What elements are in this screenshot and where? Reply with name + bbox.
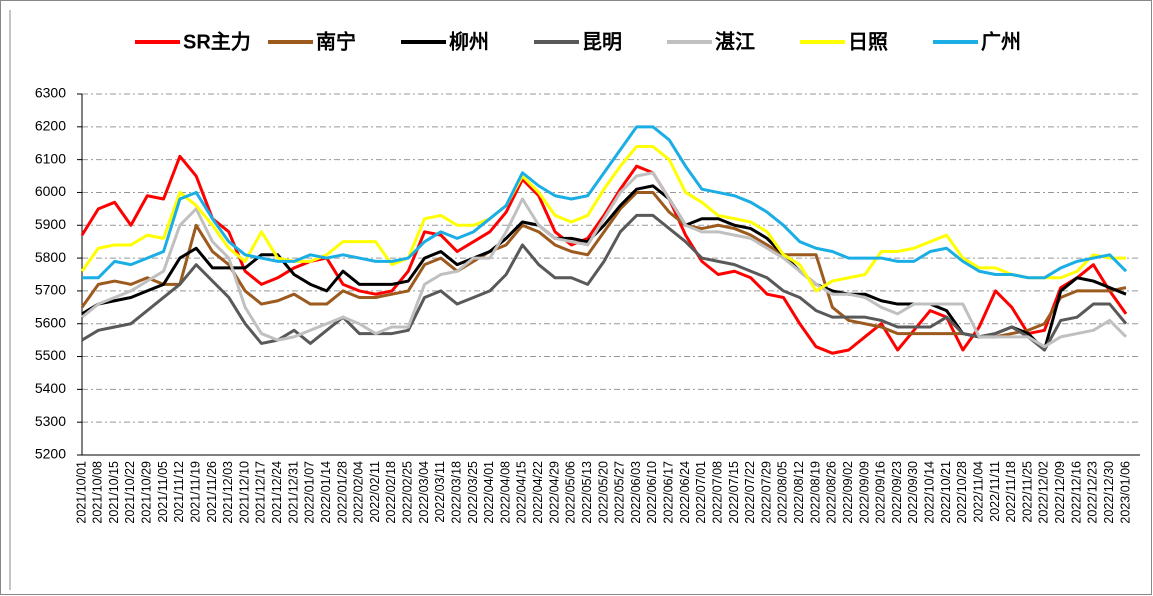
series-line [82,125,1128,280]
x-tick-label: 2021/10/22 [123,461,137,524]
x-tick-label: 2022/02/04 [352,461,366,524]
x-tick-label: 2022/04/15 [515,461,529,524]
series-line [81,184,1127,352]
x-tick-label: 2021/10/01 [74,461,88,524]
x-tick-label: 2022/11/25 [1020,461,1034,523]
y-tick-label: 5500 [35,347,66,363]
x-tick-label: 2022/01/07 [303,461,317,524]
x-tick-label: 2022/07/29 [759,461,773,524]
x-tick-label: 2021/11/26 [205,461,219,523]
legend-label: 日照 [848,30,888,53]
x-tick-label: 2022/02/11 [368,461,382,523]
x-tick-label: 2022/05/20 [596,461,610,524]
x-tick-label: 2022/09/23 [890,461,904,524]
x-tick-label: 2022/06/17 [662,461,676,524]
legend-label: 广州 [981,29,1021,53]
y-tick-label: 6000 [35,183,66,199]
x-tick-label: 2022/12/02 [1037,461,1051,524]
x-tick-label: 2021/11/05 [156,461,170,523]
x-tick-label: 2022/04/29 [547,461,561,524]
x-tick-label: 2022/09/02 [841,461,855,524]
y-tick-label: 5600 [35,314,66,330]
y-tick-label: 5200 [35,446,66,462]
x-tick-label: 2022/10/21 [939,461,953,524]
x-tick-label: 2022/05/06 [564,461,578,524]
x-tick-label: 2022/04/01 [482,461,496,524]
x-tick-label: 2021/12/24 [270,461,284,524]
x-tick-label: 2022/04/22 [531,461,545,524]
legend-label: 昆明 [582,30,622,53]
x-tick-label: 2022/12/23 [1086,461,1100,524]
x-tick-label: 2021/10/29 [140,461,154,524]
x-tick-label: 2022/07/15 [727,461,741,524]
x-tick-label: 2022/08/05 [776,461,790,524]
x-tick-label: 2022/03/18 [449,461,463,524]
x-tick-label: 2022/03/11 [433,461,447,523]
x-tick-label: 2022/07/08 [710,461,724,524]
x-tick-label: 2022/09/16 [874,461,888,524]
x-tick-label: 2022/07/22 [743,461,757,524]
x-tick-label: 2022/09/30 [906,461,920,524]
x-tick-label: 2023/01/06 [1118,461,1132,524]
y-tick-label: 5900 [35,216,66,232]
legend-label: 柳州 [449,29,489,53]
y-tick-label: 5300 [35,413,66,429]
x-tick-label: 2022/03/25 [466,461,480,524]
x-tick-label: 2022/02/25 [401,461,415,524]
legend-label: SR主力 [183,29,251,53]
x-tick-label: 2022/01/14 [319,461,333,524]
x-tick-label: 2022/06/24 [678,461,692,524]
x-tick-label: 2022/04/08 [498,461,512,524]
x-tick-label: 2021/12/10 [237,461,251,524]
series-line [81,213,1128,352]
x-tick-label: 2021/11/19 [188,461,202,523]
x-tick-label: 2022/08/19 [808,461,822,524]
legend-label: 湛江 [715,30,755,53]
y-tick-label: 5700 [35,282,66,298]
x-tick-label: 2021/10/08 [91,461,105,524]
x-tick-label: 2021/12/03 [221,461,235,524]
y-tick-label: 5400 [35,380,66,396]
x-tick-label: 2021/11/12 [172,461,186,523]
x-tick-label: 2021/12/17 [254,461,268,524]
x-tick-label: 2022/10/28 [955,461,969,524]
series-line [80,145,1126,293]
x-tick-label: 2021/12/31 [286,461,300,524]
x-tick-label: 2022/12/30 [1102,461,1116,524]
legend-label: 南宁 [316,29,356,53]
x-tick-label: 2022/11/04 [971,461,985,523]
x-tick-label: 2022/11/11 [988,461,1002,522]
y-tick-label: 6300 [35,85,66,101]
x-tick-label: 2022/12/16 [1069,461,1083,524]
y-tick-label: 6100 [35,150,66,166]
x-tick-label: 2022/06/03 [629,461,643,524]
x-tick-label: 2022/12/09 [1053,461,1067,524]
x-tick-label: 2022/07/01 [694,461,708,524]
series-line [80,154,1128,355]
x-tick-label: 2022/08/26 [825,461,839,524]
series-line [81,171,1128,349]
x-tick-label: 2022/11/18 [1004,461,1018,523]
x-tick-label: 2022/10/14 [923,461,937,524]
x-tick-label: 2021/10/15 [107,461,121,524]
x-tick-label: 2022/08/12 [792,461,806,524]
y-tick-label: 5800 [35,249,66,265]
series-line [80,190,1127,339]
x-tick-label: 2022/01/28 [335,461,349,524]
x-tick-label: 2022/03/04 [417,461,431,524]
x-tick-label: 2022/06/10 [645,461,659,524]
x-tick-label: 2022/05/13 [580,461,594,524]
y-tick-label: 6200 [35,118,66,134]
x-tick-label: 2022/09/09 [857,461,871,524]
x-tick-label: 2022/02/18 [384,461,398,524]
x-tick-label: 2022/05/27 [613,461,627,524]
